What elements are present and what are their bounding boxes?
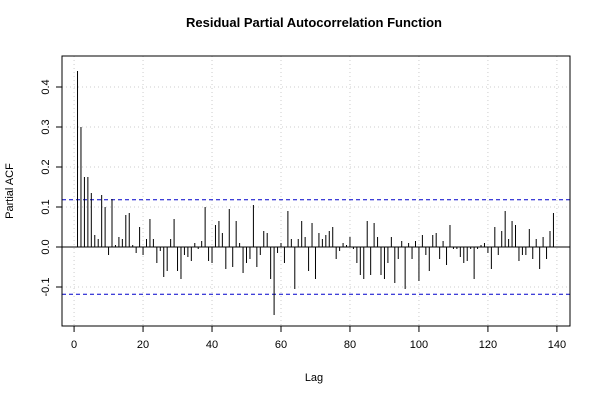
x-tick-label: 40 xyxy=(206,339,218,351)
x-tick-label: 20 xyxy=(137,339,149,351)
y-axis-label: Partial ACF xyxy=(4,163,16,219)
y-tick-label: 0.0 xyxy=(40,239,52,254)
x-tick-label: 60 xyxy=(275,339,287,351)
x-tick-label: 80 xyxy=(344,339,356,351)
y-tick-label: 0.4 xyxy=(40,79,52,94)
x-tick-label: 0 xyxy=(71,339,77,351)
x-tick-label: 140 xyxy=(548,339,566,351)
y-tick-label: -0.1 xyxy=(40,278,52,297)
chart-title: Residual Partial Autocorrelation Functio… xyxy=(186,15,442,30)
y-tick-label: 0.1 xyxy=(40,199,52,214)
x-tick-label: 120 xyxy=(479,339,497,351)
x-axis-label: Lag xyxy=(305,372,323,384)
plot-frame xyxy=(61,55,571,327)
y-tick-label: 0.3 xyxy=(40,119,52,134)
x-tick-label: 100 xyxy=(410,339,428,351)
y-tick-label: 0.2 xyxy=(40,159,52,174)
